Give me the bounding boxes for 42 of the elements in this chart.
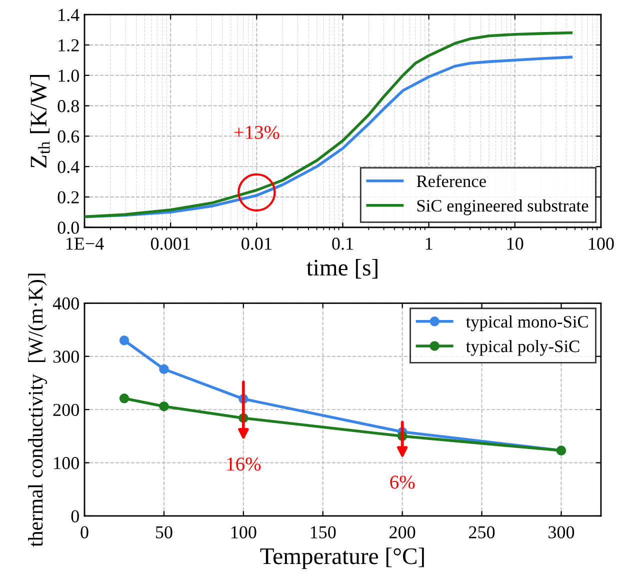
legend-label: SiC engineered substrate: [417, 199, 588, 216]
y-tick-label: 100: [54, 457, 79, 470]
y-tick-label: 1.2: [58, 39, 79, 52]
point: [159, 402, 169, 412]
x-axis-title: time [s]: [306, 259, 378, 279]
x-tick-label: 0.01: [242, 238, 272, 250]
y-tick-label: 0.4: [58, 160, 80, 174]
y-tick-label: 0: [71, 510, 79, 522]
point: [119, 336, 130, 346]
x-tick-label: 0.001: [150, 238, 190, 250]
legend-label: typical poly-SiC: [466, 340, 580, 356]
point: [159, 364, 169, 374]
x-tick-label: 10: [507, 238, 524, 250]
x-tick-label: 50: [156, 526, 172, 538]
x-axis-title: Temperature [°C]: [260, 548, 424, 570]
x-tick-label: 100: [231, 526, 256, 538]
x-tick-label: 1: [426, 238, 432, 250]
y-tick-label: 200: [53, 404, 79, 416]
y-tick-label: 1.0: [58, 70, 79, 82]
legend-label: Reference: [416, 174, 486, 188]
annotation: 6%: [390, 476, 415, 489]
x-tick-label: 200: [390, 526, 416, 538]
y-axis-title: thermal conductivity [W/(m·K)]: [28, 274, 48, 547]
y-axis-title: Z$_{th}$ [K/W]: [30, 75, 50, 168]
x-tick-label: 1E−4: [66, 238, 104, 250]
legend-label: typical mono-SiC: [466, 315, 588, 332]
y-tick-label: 1.4: [58, 8, 80, 22]
y-tick-label: 400: [52, 297, 79, 310]
x-tick-label: 0: [80, 526, 88, 538]
y-tick-label: 300: [53, 350, 79, 363]
annotation: 16%: [227, 458, 261, 471]
y-tick-label: 0.2: [58, 191, 79, 204]
x-tick-label: 300: [548, 526, 574, 538]
x-tick-label: 150: [310, 526, 336, 538]
x-tick-label: 0.1: [332, 238, 353, 250]
y-tick-label: 0.0: [58, 222, 79, 234]
y-tick-label: 0.8: [58, 100, 79, 112]
annotation: +13%: [234, 126, 280, 140]
x-tick-label: 250: [469, 526, 495, 538]
x-tick-label: 100: [589, 238, 614, 250]
y-tick-label: 0.6: [58, 130, 80, 143]
point: [119, 394, 130, 404]
